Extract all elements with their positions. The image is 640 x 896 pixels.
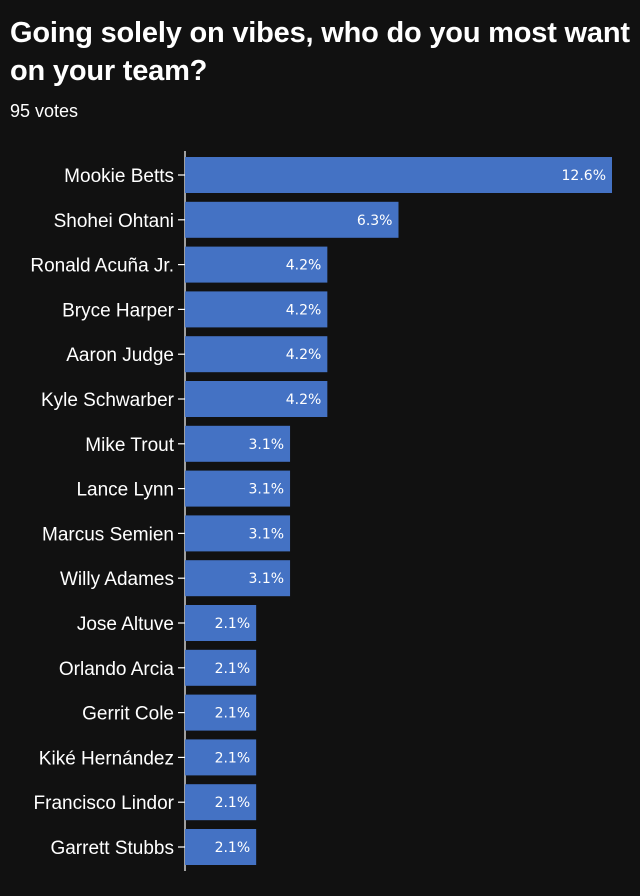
bar — [185, 694, 257, 731]
category-label: Mike Trout — [85, 435, 174, 456]
value-label: 2.1% — [215, 661, 251, 677]
category-label: Lance Lynn — [76, 480, 174, 501]
value-label: 2.1% — [215, 616, 251, 632]
bar — [185, 381, 328, 417]
bar — [185, 425, 291, 462]
category-label: Willy Adames — [60, 569, 174, 590]
bar — [185, 201, 399, 238]
value-label: 12.6% — [562, 168, 606, 184]
value-label: 2.1% — [215, 795, 251, 811]
bar — [185, 515, 291, 552]
bar — [185, 470, 291, 507]
chart-title: Going solely on vibes, who do you most w… — [10, 17, 630, 87]
value-label: 2.1% — [215, 840, 251, 856]
bar — [185, 605, 257, 641]
value-label: 4.2% — [286, 258, 322, 274]
category-label: Orlando Arcia — [59, 659, 175, 680]
value-label: 2.1% — [215, 750, 251, 766]
value-label: 6.3% — [357, 213, 393, 229]
bar — [185, 246, 328, 283]
value-label: 3.1% — [248, 437, 284, 453]
value-label: 4.2% — [286, 392, 322, 408]
category-label: Bryce Harper — [62, 300, 175, 321]
category-label: Garrett Stubbs — [50, 838, 174, 859]
value-label: 2.1% — [215, 706, 251, 722]
category-label: Jose Altuve — [77, 614, 174, 635]
value-label: 3.1% — [248, 482, 284, 498]
bar — [185, 157, 612, 193]
category-label: Shohei Ohtani — [54, 211, 174, 232]
category-label: Gerrit Cole — [82, 704, 174, 725]
value-label: 4.2% — [286, 347, 322, 363]
category-label: Aaron Judge — [66, 345, 174, 366]
category-label: Kyle Schwarber — [41, 390, 175, 411]
category-label: Francisco Lindor — [34, 793, 175, 814]
value-label: 3.1% — [248, 571, 284, 587]
category-label: Ronald Acuña Jr. — [30, 256, 174, 277]
bar — [185, 829, 257, 865]
value-label: 3.1% — [248, 526, 284, 542]
bar — [185, 649, 257, 686]
value-label: 4.2% — [286, 302, 322, 318]
bar — [185, 560, 291, 597]
category-label: Mookie Betts — [64, 166, 174, 187]
bar — [185, 336, 328, 373]
bar — [185, 739, 257, 776]
vote-count: 95 votes — [10, 101, 79, 121]
bar — [185, 784, 257, 821]
category-label: Kiké Hernández — [39, 748, 174, 769]
bar — [185, 291, 328, 328]
category-label: Marcus Semien — [42, 524, 174, 545]
